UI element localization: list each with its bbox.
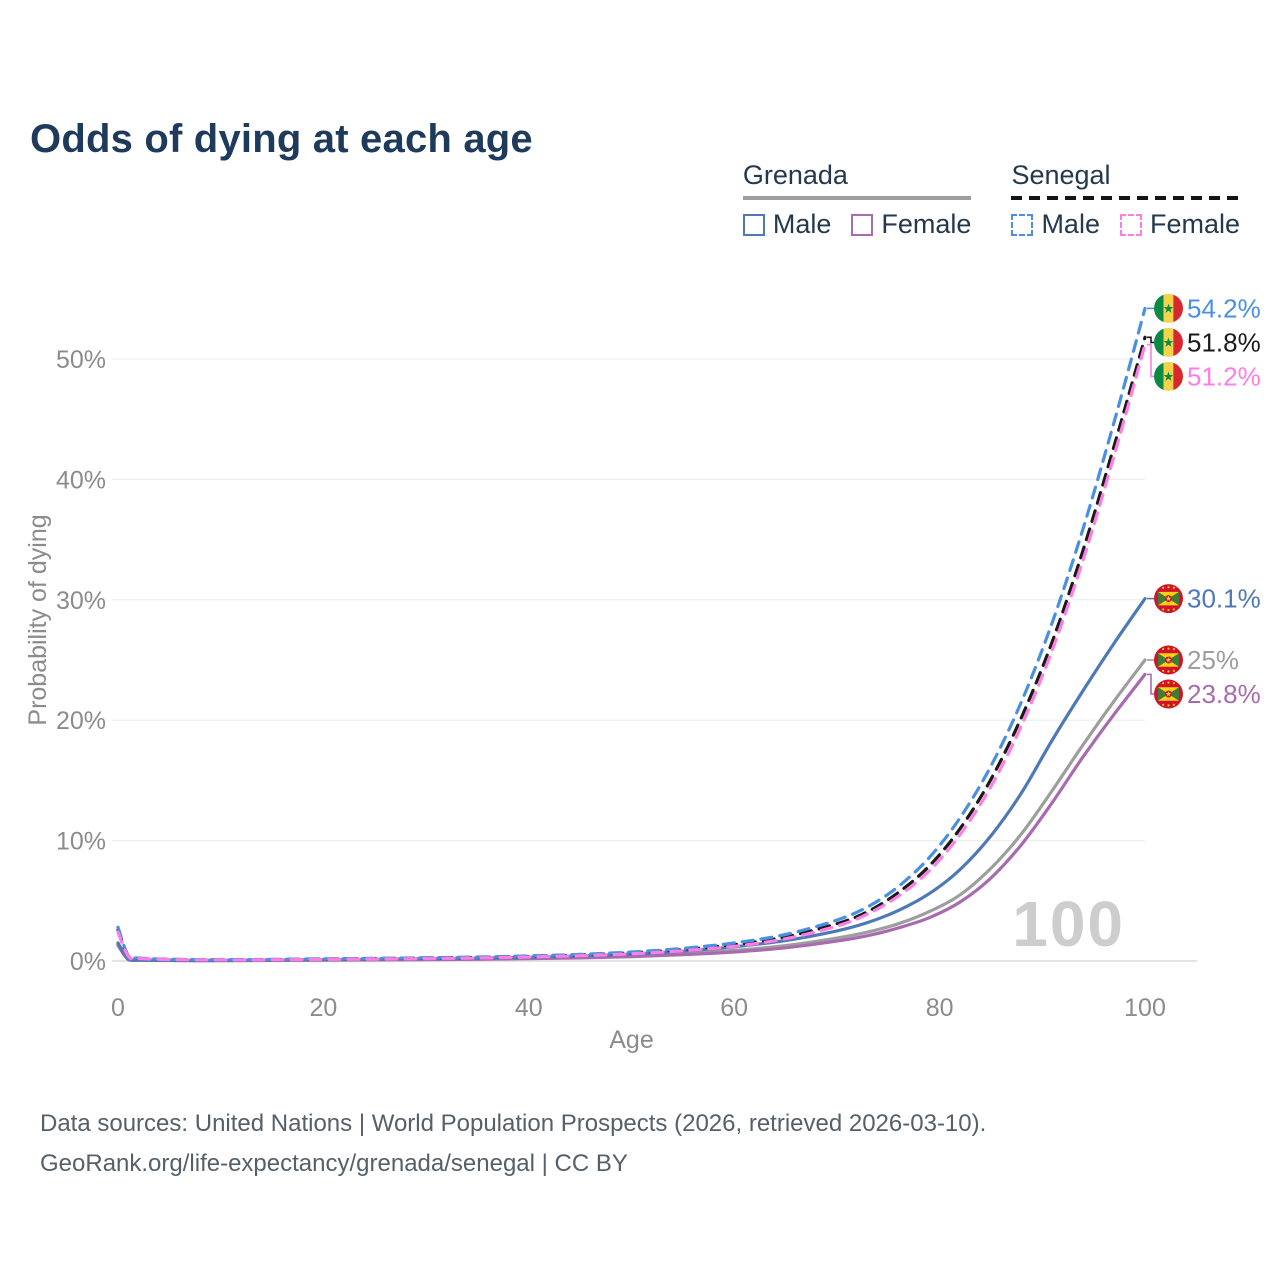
x-tick-label: 40 <box>515 994 543 1022</box>
x-tick-label: 100 <box>1124 994 1166 1022</box>
grenada-female-swatch-icon <box>851 213 874 236</box>
end-value-label-grenada-both-sexes: 25% <box>1187 645 1239 675</box>
end-label-connector-senegal-female <box>1147 343 1154 378</box>
y-tick-label: 50% <box>56 346 106 374</box>
grenada-flag-icon <box>1154 584 1183 613</box>
legend-item-grenada-male[interactable]: Male <box>742 209 832 240</box>
chart-legend: Grenada Male Female Senegal Male Female <box>742 160 1240 240</box>
legend-grenada-label: Grenada <box>742 160 848 190</box>
age-watermark: 100 <box>1012 888 1125 960</box>
senegal-flag-icon <box>1154 294 1183 323</box>
legend-item-grenada-female[interactable]: Female <box>851 209 971 240</box>
series-line-senegal-female[interactable] <box>116 343 1147 962</box>
legend-item-label: Female <box>881 209 972 240</box>
legend-item-label: Male <box>1041 209 1100 240</box>
y-tick-label: 40% <box>56 466 106 494</box>
legend-item-label: Male <box>772 209 832 240</box>
series-line-grenada-both-sexes[interactable] <box>116 658 1147 963</box>
page-title: Odds of dying at each age <box>30 116 533 161</box>
grenada-male-swatch-icon <box>742 213 765 236</box>
end-label-connector-grenada-female <box>1147 673 1154 695</box>
legend-item-senegal-female[interactable]: Female <box>1119 209 1240 240</box>
y-axis-title: Probability of dying <box>24 514 52 725</box>
y-tick-label: 20% <box>56 707 106 735</box>
senegal-female-swatch-icon <box>1119 213 1142 236</box>
y-tick-label: 0% <box>70 948 106 976</box>
y-tick-label: 30% <box>56 587 106 615</box>
end-value-label-senegal-male: 54.2% <box>1187 293 1261 323</box>
data-source-footer: Data sources: United Nations | World Pop… <box>40 1104 986 1184</box>
mortality-line-chart: 0% 10% 20% 30% 40% 50% 0 20 40 60 80 100 Age Probabil… <box>24 293 1261 1054</box>
y-tick-label: 10% <box>56 828 106 856</box>
end-value-label-senegal-female: 51.2% <box>1187 361 1261 391</box>
legend-senegal-line-sample <box>1011 196 1240 201</box>
senegal-flag-icon <box>1154 328 1183 357</box>
legend-item-senegal-male[interactable]: Male <box>1011 209 1100 240</box>
senegal-flag-icon <box>1154 362 1183 391</box>
legend-grenada-line-sample <box>742 196 972 201</box>
end-value-label-grenada-female: 23.8% <box>1187 679 1261 709</box>
grenada-flag-icon <box>1154 646 1183 675</box>
legend-item-label: Female <box>1149 209 1240 240</box>
footer-line-1: Data sources: United Nations | World Pop… <box>40 1110 987 1137</box>
end-value-label-senegal-both-sexes: 51.8% <box>1187 327 1261 357</box>
x-tick-label: 20 <box>309 994 337 1022</box>
series-line-grenada-female[interactable] <box>116 672 1147 963</box>
legend-senegal-label: Senegal <box>1011 160 1111 190</box>
senegal-male-swatch-icon <box>1011 213 1034 236</box>
x-tick-label: 60 <box>720 994 748 1022</box>
footer-line-2: GeoRank.org/life-expectancy/grenada/sene… <box>40 1150 628 1177</box>
x-tick-label: 0 <box>111 994 125 1022</box>
end-value-label-grenada-male: 30.1% <box>1187 584 1261 614</box>
series-line-senegal-male[interactable] <box>116 306 1147 962</box>
grenada-flag-icon <box>1154 680 1183 709</box>
x-axis-title: Age <box>609 1026 653 1054</box>
legend-group-senegal: Senegal Male Female <box>1011 160 1240 240</box>
x-tick-label: 80 <box>926 994 954 1022</box>
end-label-connector-senegal-both-sexes <box>1147 336 1154 344</box>
legend-group-grenada: Grenada Male Female <box>742 160 972 240</box>
